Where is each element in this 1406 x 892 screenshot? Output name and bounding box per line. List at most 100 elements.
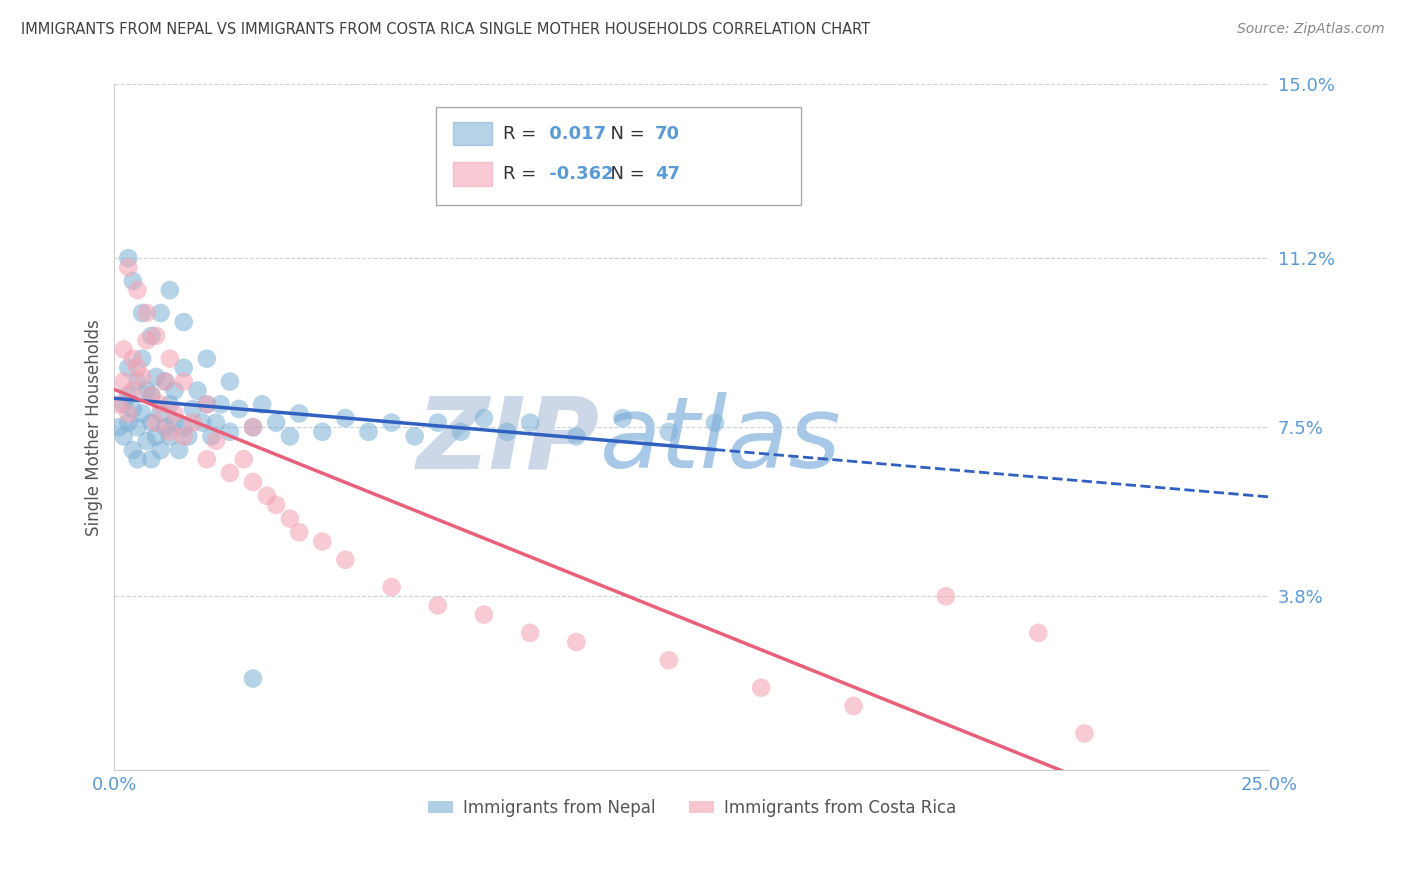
Point	[612, 411, 634, 425]
Point	[155, 420, 177, 434]
Point	[311, 425, 333, 439]
Point	[163, 416, 186, 430]
Point	[519, 416, 541, 430]
Point	[357, 425, 380, 439]
Point	[135, 384, 157, 398]
Point	[159, 351, 181, 366]
Point	[117, 416, 139, 430]
Point	[159, 283, 181, 297]
Point	[145, 370, 167, 384]
Point	[264, 498, 287, 512]
Point	[496, 425, 519, 439]
Point	[565, 429, 588, 443]
Point	[135, 306, 157, 320]
Point	[108, 397, 131, 411]
Point	[195, 351, 218, 366]
Point	[122, 351, 145, 366]
Text: 47: 47	[655, 165, 681, 183]
Point	[159, 429, 181, 443]
Point	[173, 375, 195, 389]
Point	[335, 411, 357, 425]
Point	[288, 407, 311, 421]
Point	[288, 525, 311, 540]
Point	[278, 511, 301, 525]
Point	[1026, 626, 1049, 640]
Point	[195, 452, 218, 467]
Point	[117, 407, 139, 421]
Text: IMMIGRANTS FROM NEPAL VS IMMIGRANTS FROM COSTA RICA SINGLE MOTHER HOUSEHOLDS COR: IMMIGRANTS FROM NEPAL VS IMMIGRANTS FROM…	[21, 22, 870, 37]
Point	[117, 260, 139, 275]
Point	[704, 416, 727, 430]
Point	[135, 334, 157, 348]
Point	[141, 388, 163, 402]
Point	[131, 370, 153, 384]
Point	[264, 416, 287, 430]
Point	[122, 443, 145, 458]
Point	[117, 388, 139, 402]
Text: ZIP: ZIP	[416, 392, 599, 490]
Point	[122, 274, 145, 288]
Text: R =: R =	[503, 125, 543, 143]
Point	[404, 429, 426, 443]
Point	[173, 315, 195, 329]
Point	[135, 434, 157, 448]
Legend: Immigrants from Nepal, Immigrants from Costa Rica: Immigrants from Nepal, Immigrants from C…	[422, 792, 963, 823]
Text: Source: ZipAtlas.com: Source: ZipAtlas.com	[1237, 22, 1385, 37]
Point	[749, 681, 772, 695]
Point	[219, 425, 242, 439]
Point	[658, 425, 681, 439]
Point	[117, 251, 139, 265]
Point	[1073, 726, 1095, 740]
Point	[112, 375, 135, 389]
Point	[112, 343, 135, 357]
Point	[519, 626, 541, 640]
Point	[108, 420, 131, 434]
Point	[177, 429, 200, 443]
Point	[145, 416, 167, 430]
Point	[141, 388, 163, 402]
Point	[187, 384, 209, 398]
Point	[191, 416, 214, 430]
Point	[426, 416, 449, 430]
Point	[122, 401, 145, 416]
Text: 70: 70	[655, 125, 681, 143]
Point	[155, 375, 177, 389]
Point	[381, 416, 404, 430]
Point	[145, 328, 167, 343]
Point	[127, 420, 149, 434]
Point	[149, 397, 172, 411]
Point	[141, 328, 163, 343]
Text: -0.362: -0.362	[543, 165, 613, 183]
Y-axis label: Single Mother Households: Single Mother Households	[86, 318, 103, 535]
Point	[450, 425, 472, 439]
Point	[163, 407, 186, 421]
Point	[159, 397, 181, 411]
Point	[205, 416, 228, 430]
Point	[219, 466, 242, 480]
Point	[127, 283, 149, 297]
Point	[127, 375, 149, 389]
Point	[173, 420, 195, 434]
Point	[149, 443, 172, 458]
Point	[242, 420, 264, 434]
Point	[381, 580, 404, 594]
Text: N =: N =	[599, 165, 651, 183]
Point	[242, 420, 264, 434]
Point	[472, 607, 495, 622]
Point	[155, 375, 177, 389]
Point	[256, 489, 278, 503]
Point	[131, 407, 153, 421]
Point	[141, 416, 163, 430]
Point	[200, 429, 222, 443]
Point	[159, 425, 181, 439]
Text: R =: R =	[503, 165, 543, 183]
Point	[842, 698, 865, 713]
Text: atlas: atlas	[599, 392, 841, 490]
Point	[195, 397, 218, 411]
Text: N =: N =	[599, 125, 651, 143]
Point	[219, 375, 242, 389]
Text: 0.017: 0.017	[543, 125, 606, 143]
Point	[181, 416, 204, 430]
Point	[141, 452, 163, 467]
Point	[145, 429, 167, 443]
